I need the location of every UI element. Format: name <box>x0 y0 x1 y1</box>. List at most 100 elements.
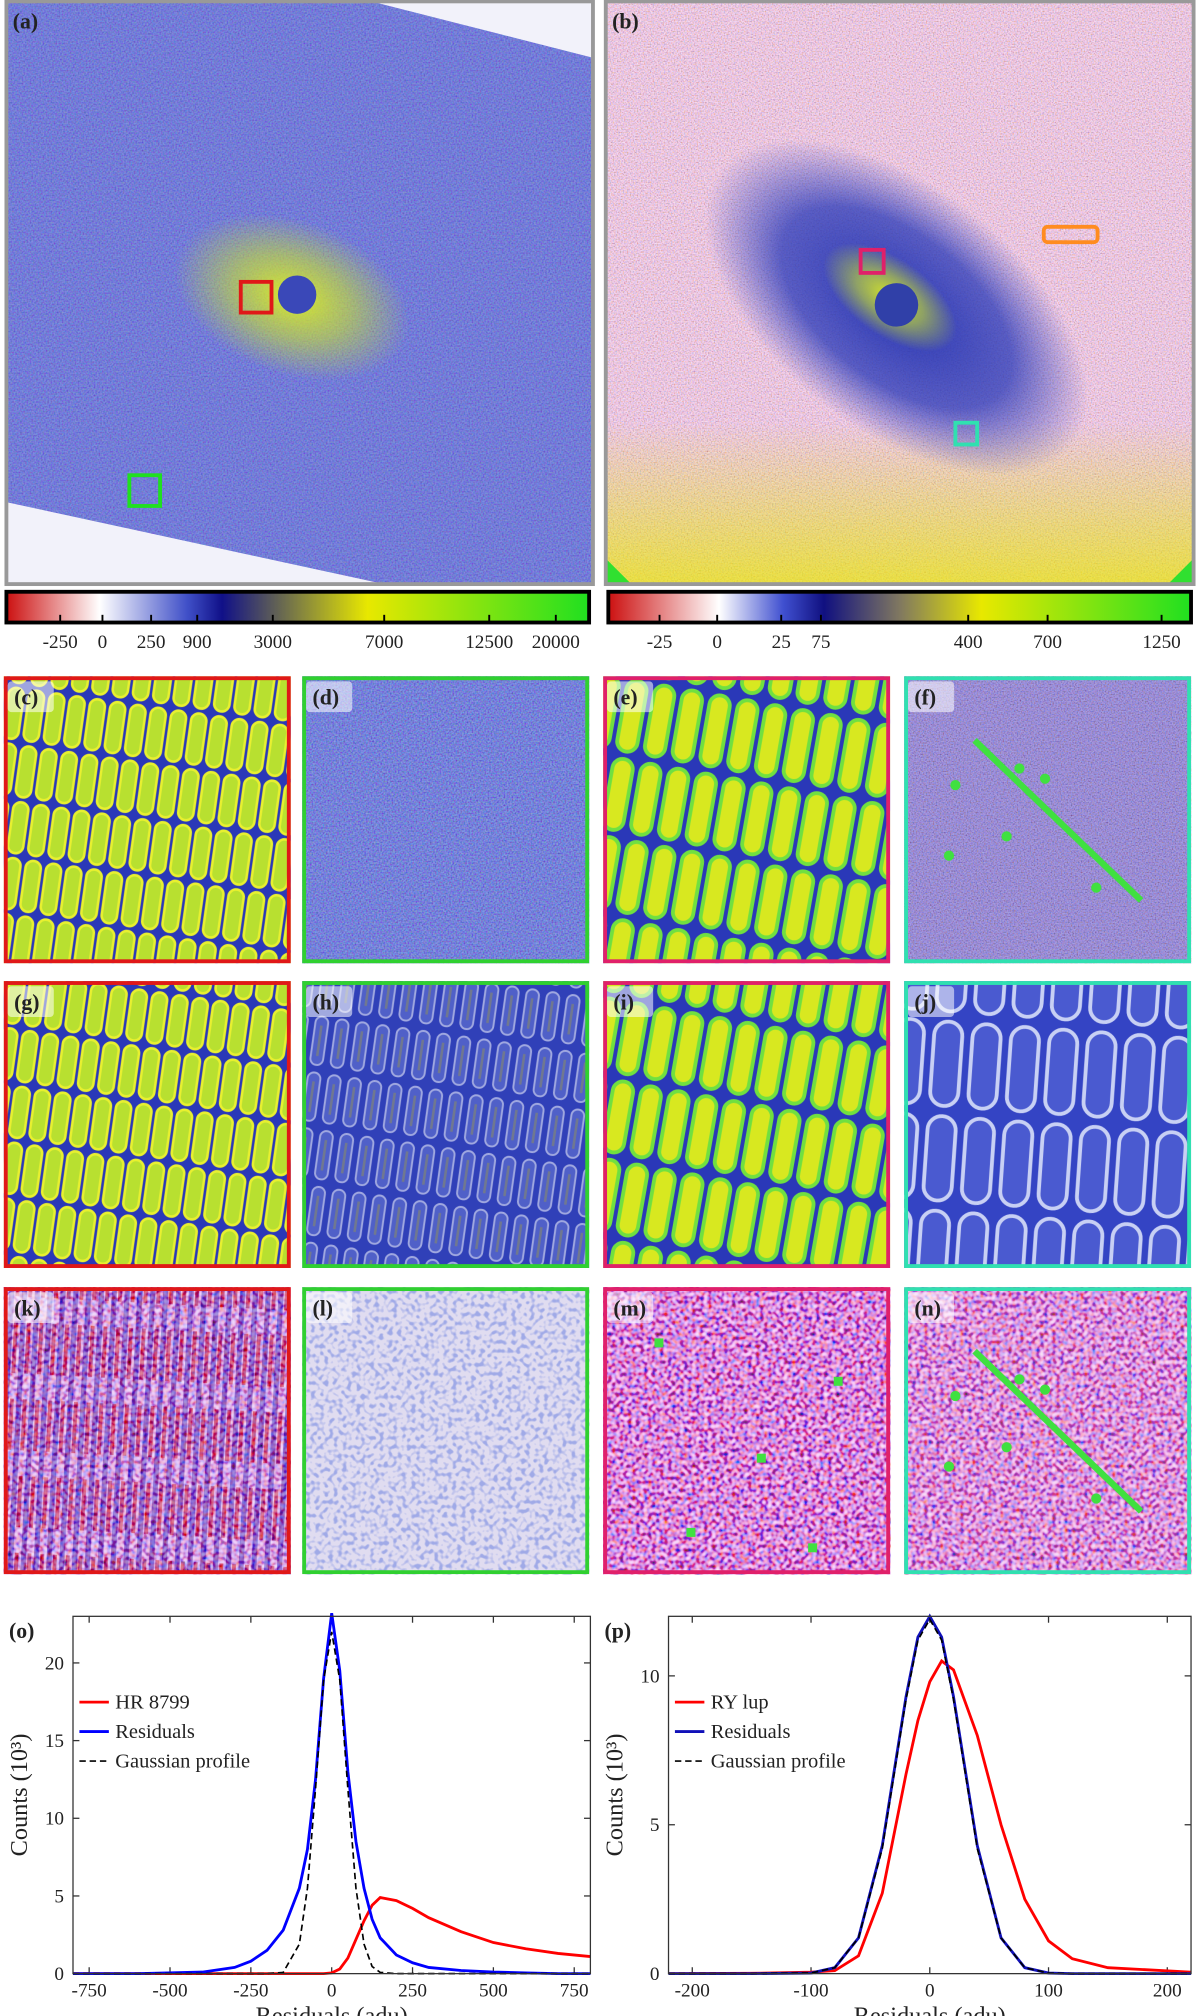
colorbar-tick-label: -250 <box>43 632 78 653</box>
colorbar-tick-label: 20000 <box>532 632 580 653</box>
panel-label: (c) <box>14 685 38 709</box>
tile-label-box <box>7 681 54 713</box>
tile-frame <box>904 981 1192 1268</box>
tile-frame <box>302 676 590 964</box>
y-tick-label: 10 <box>45 1809 64 1830</box>
zoom-tile: (h) <box>302 981 590 1268</box>
legend-label: HR 8799 <box>115 1692 190 1714</box>
tile-label-box <box>7 986 54 1017</box>
colorbar-tick-label: 0 <box>98 632 108 653</box>
zoom-tile: (m) <box>603 1287 891 1575</box>
panel-label: (f) <box>914 685 936 709</box>
image-edge <box>605 558 632 585</box>
legend-label: Gaussian profile <box>711 1750 846 1772</box>
panel-label: (n) <box>914 1296 941 1320</box>
colorbar-tick-label: 400 <box>954 632 983 653</box>
panel-label: (a) <box>13 9 38 33</box>
tile-spot <box>1091 882 1102 893</box>
zoom-tile: (f) <box>904 676 1192 964</box>
plot-area <box>668 1616 1192 1974</box>
tile-image <box>603 981 891 1268</box>
colorbar-tick-label: 0 <box>712 632 722 653</box>
chart: -200 -100 0 100 200 0 5 10 RY lup Residuals Gaussi… <box>601 1613 1192 2016</box>
panel-label: (e) <box>613 685 637 709</box>
colorbar-tick-label: 1250 <box>1142 632 1180 653</box>
tile-frame <box>603 981 891 1268</box>
y-axis-label: Counts (10³) <box>601 1734 628 1857</box>
series-line <box>668 1658 1192 1976</box>
tile-spot <box>1091 1493 1102 1504</box>
colorbar-tick-label: 3000 <box>254 632 292 653</box>
tile-spot <box>943 850 955 861</box>
panel-label: (g) <box>14 990 39 1014</box>
tile-frame <box>3 981 291 1268</box>
legend-label: RY lup <box>711 1692 769 1714</box>
y-tick-label: 0 <box>650 1964 660 1985</box>
tile-spot <box>808 1543 818 1553</box>
zoom-tile: (n) <box>904 1287 1192 1575</box>
tile-spot <box>1039 773 1051 784</box>
panel-label: (i) <box>613 990 634 1014</box>
zoom-box <box>953 420 980 447</box>
tile-frame <box>3 1287 291 1575</box>
zoom-box <box>238 279 274 315</box>
x-axis-label: Residuals (adu) <box>256 2003 408 2016</box>
x-tick-label: -100 <box>793 1981 828 2002</box>
zoom-tile: (i) <box>603 981 891 1268</box>
y-tick-label: 0 <box>54 1964 64 1985</box>
tile-label-box <box>607 681 654 713</box>
tile-frame <box>302 1287 590 1575</box>
tile-spot <box>943 1461 955 1472</box>
tile-image <box>3 676 291 964</box>
x-tick-label: -250 <box>233 1981 268 2002</box>
tile-frame <box>904 676 1192 964</box>
tile-spot <box>654 1338 664 1348</box>
chart: -750 -500 -250 0 250 500 750 0 5 10 15 20 HR 8799 Res… <box>6 1613 592 2016</box>
tile-texture <box>302 676 590 964</box>
tile-image <box>3 981 291 1268</box>
panel-label: (k) <box>14 1296 41 1320</box>
panel-label: (h) <box>312 990 339 1014</box>
tile-frame <box>904 1287 1192 1575</box>
x-tick-label: 0 <box>925 1981 935 2002</box>
colorbar-tick-label: 700 <box>1033 632 1062 653</box>
legend-label: Residuals <box>115 1721 195 1743</box>
zoom-box <box>858 247 886 275</box>
y-axis-label: Counts (10³) <box>6 1734 33 1857</box>
y-tick-label: 10 <box>640 1666 659 1687</box>
y-tick-label: 20 <box>45 1653 64 1674</box>
panel-b: (b) <box>603 0 1196 625</box>
tile-texture <box>302 1287 590 1575</box>
panel-label: (m) <box>613 1296 646 1320</box>
colorbar <box>606 589 1193 625</box>
x-tick-label: 500 <box>479 1981 508 2002</box>
tile-label-box <box>306 1292 353 1324</box>
tile-spot <box>686 1527 696 1537</box>
tile-label-box <box>306 681 353 713</box>
axes-frame <box>667 1615 1192 1975</box>
panel-label: (p) <box>604 1619 631 1643</box>
x-tick-label: -500 <box>152 1981 187 2002</box>
zoom-tile: (j) <box>904 981 1192 1268</box>
y-tick-label: 15 <box>45 1731 64 1752</box>
tile-texture <box>904 1287 1192 1575</box>
x-axis-label: Residuals (adu) <box>854 2003 1006 2016</box>
tile-label-box <box>306 986 353 1017</box>
zoom-tile: (d) <box>302 676 590 964</box>
tile-spot <box>950 780 961 791</box>
panel-label: (j) <box>914 990 936 1014</box>
tile-label-box <box>908 1292 955 1324</box>
tile-texture <box>3 1287 291 1575</box>
panel-label: (l) <box>312 1296 333 1320</box>
x-tick-label: -750 <box>72 1981 107 2002</box>
zoom-tile: (l) <box>302 1287 590 1575</box>
tile-texture <box>904 676 1192 964</box>
panel-label: (d) <box>312 685 339 709</box>
zoom-box <box>1041 224 1100 245</box>
axes-frame <box>72 1615 592 1975</box>
x-tick-label: 200 <box>1153 1981 1182 2002</box>
legend-label: Gaussian profile <box>115 1750 250 1772</box>
tile-spot <box>1014 763 1025 774</box>
colorbar-tick-label: 25 <box>772 632 791 653</box>
